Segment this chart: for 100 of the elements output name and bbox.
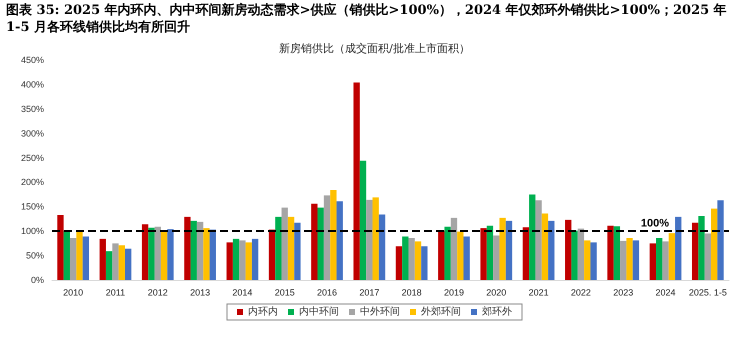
x-tick-label: 2012: [148, 288, 168, 298]
x-tick-label: 2014: [232, 288, 252, 298]
x-tick-label: 2013: [190, 288, 210, 298]
bar: [542, 214, 548, 280]
chart-title: 图表 35: 2025 年内环内、内中环间新房动态需求>供应（销供比>100%），2024 年仅郊环外销供比>100%；2025 年 1-5 月各环线销供比均有所回升: [5, 2, 728, 36]
bar: [64, 230, 70, 280]
x-tick-label: 2011: [106, 288, 126, 298]
y-tick-label: 100%: [20, 226, 44, 236]
bar: [142, 224, 148, 280]
bar: [360, 160, 366, 280]
x-tick-label: 2024: [656, 288, 676, 298]
bar: [268, 230, 276, 280]
bar: [620, 240, 626, 280]
y-tick-label: 250%: [20, 152, 44, 163]
bar: [590, 242, 597, 280]
bar: [100, 238, 106, 280]
bar: [76, 231, 83, 280]
bar: [330, 190, 337, 280]
bar: [626, 238, 633, 280]
bar: [480, 228, 487, 280]
bar: [336, 201, 343, 280]
ref-line-label: 100%: [640, 218, 670, 230]
bar: [148, 228, 155, 280]
x-tick-label: 2023: [613, 288, 634, 298]
bar: [311, 204, 318, 280]
bar: [607, 226, 614, 280]
bar: [275, 216, 282, 280]
bar: [698, 216, 705, 280]
bar: [421, 246, 428, 280]
bar: [246, 242, 252, 280]
bar: [203, 228, 210, 280]
x-tick-label: 2016: [317, 288, 338, 298]
bar: [457, 232, 464, 280]
bar: [506, 220, 512, 280]
bar: [692, 222, 698, 280]
bar: [499, 218, 506, 280]
bar: [584, 240, 590, 280]
bar: [444, 226, 451, 280]
y-tick-label: 50%: [26, 250, 44, 261]
bar: [82, 236, 90, 280]
legend-label: 郊环外: [482, 306, 512, 318]
x-tick-label: 2025. 1-5: [688, 288, 727, 298]
bar: [614, 226, 620, 280]
x-tick-label: 2015: [274, 288, 295, 298]
x-tick-label: 2020: [486, 288, 506, 298]
bar: [396, 246, 402, 280]
legend-label: 外郊环间: [421, 306, 461, 318]
bar: [324, 195, 330, 280]
bar: [565, 220, 572, 280]
x-tick-label: 2022: [570, 288, 591, 298]
bar: [717, 200, 724, 280]
bar: [463, 236, 470, 280]
y-tick-label: 300%: [20, 128, 44, 138]
bar: [408, 238, 415, 280]
y-tick-label: 350%: [20, 104, 44, 114]
bar: [190, 220, 197, 280]
bar: [650, 243, 656, 280]
bar: [378, 214, 386, 280]
chart-subtitle: 新房销供比（成交面积/批准上市面积）: [279, 42, 470, 55]
bar: [571, 230, 578, 280]
bar: [106, 251, 112, 280]
bar: [154, 226, 161, 280]
bar: [167, 229, 174, 280]
bar: [252, 238, 258, 280]
y-tick-label: 400%: [20, 79, 44, 90]
bar: [112, 243, 119, 280]
bar: [124, 248, 132, 280]
bar: [118, 245, 125, 280]
bar: [711, 208, 718, 280]
bar: [372, 197, 379, 280]
bar: [196, 222, 204, 280]
bar: [402, 236, 408, 280]
bar: [70, 238, 76, 280]
bar: [668, 233, 676, 280]
bar: [282, 208, 288, 280]
bar: [57, 214, 64, 280]
x-tick-label: 2018: [402, 288, 422, 298]
legend-label: 中外环间: [360, 306, 400, 318]
y-tick-label: 200%: [20, 177, 44, 188]
bar: [662, 241, 669, 280]
x-tick-label: 2010: [63, 288, 84, 298]
bar: [493, 236, 500, 280]
y-tick-label: 0%: [30, 275, 44, 285]
bar: [438, 230, 444, 280]
legend-label: 内中环间: [299, 306, 339, 318]
y-tick-label: 450%: [20, 55, 44, 65]
bar: [656, 238, 662, 280]
bar: [675, 216, 682, 280]
x-tick-label: 2021: [528, 288, 549, 298]
bar: [210, 230, 216, 280]
bar: [578, 228, 584, 280]
bar: [414, 241, 422, 280]
bar: [226, 242, 233, 280]
bar: [366, 200, 373, 280]
bar: [353, 82, 360, 280]
x-tick-label: 2019: [444, 288, 464, 298]
bar: [318, 208, 324, 280]
bar: [232, 238, 240, 280]
bar: [486, 226, 494, 280]
legend-label: 内环内: [248, 306, 278, 318]
